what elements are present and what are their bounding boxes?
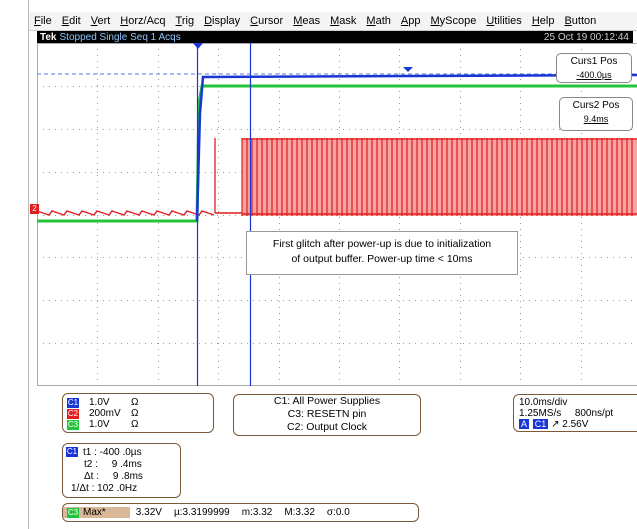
- timebase: 10.0ms/div: [519, 397, 568, 408]
- cursor2-position-box[interactable]: Curs2 Pos 9.4ms: [559, 97, 633, 131]
- menu-button[interactable]: Button: [564, 15, 597, 27]
- ground-marker-label: 2: [30, 204, 39, 214]
- scope-window: File Edit Vert Horz/Acq Trig Display Cur…: [28, 0, 637, 529]
- measurement-max: M:3.32: [284, 507, 315, 518]
- clock-trace-baseline: [37, 210, 215, 216]
- reset-trace: [37, 84, 637, 223]
- legend-line-1: C1: All Power Supplies: [273, 395, 381, 407]
- horizontal-settings-panel[interactable]: 10.0ms/div 1.25MS/s 800ns/pt A C1 ↗ 2.56…: [513, 394, 637, 432]
- cursor2-value: 9.4ms: [583, 114, 609, 124]
- measurement-stddev: σ:0.0: [326, 507, 350, 518]
- menu-myscope[interactable]: MyScope: [430, 15, 477, 27]
- trigger-row[interactable]: A C1 ↗ 2.56V: [519, 419, 637, 430]
- menu-bar: File Edit Vert Horz/Acq Trig Display Cur…: [29, 12, 637, 31]
- measurement-channel-tag: C3: [67, 507, 79, 518]
- channel-tag-c2: C2: [67, 408, 79, 419]
- trigger-channel-badge: C1: [532, 419, 549, 429]
- menu-help[interactable]: Help: [531, 15, 555, 27]
- waveform-traces: [37, 43, 637, 386]
- clock-burst-edges: [241, 138, 633, 216]
- sample-rate: 1.25MS/s: [519, 408, 562, 419]
- annotation-line-2: of output buffer. Power-up time < 10ms: [291, 253, 473, 265]
- cursor-delta-t: Δt : 9 .8ms: [84, 471, 143, 482]
- menu-meas[interactable]: Meas: [293, 15, 321, 27]
- menu-display[interactable]: Display: [204, 15, 241, 27]
- menu-app[interactable]: App: [400, 15, 421, 27]
- record-resolution: 800ns/pt: [574, 408, 614, 419]
- channel-coupling-c2: Ω: [131, 408, 139, 419]
- signal-legend-panel: C1: All Power Supplies C3: RESETN pin C2…: [233, 394, 421, 436]
- channel-row-c2[interactable]: C2 200mV Ω: [67, 408, 138, 419]
- measurement-min: m:3.32: [241, 507, 273, 518]
- cursor-t2: t2 : 9 .4ms: [84, 459, 142, 470]
- trigger-level-marker: [403, 67, 413, 72]
- channel-tag-c3: C3: [67, 419, 79, 430]
- menu-trig[interactable]: Trig: [175, 15, 195, 27]
- channel-settings-panel[interactable]: C1 1.0V Ω C2 200mV Ω C3 1.0V Ω: [62, 393, 214, 433]
- channel-row-c3[interactable]: C3 1.0V Ω: [67, 419, 138, 430]
- channel-tag-c1: C1: [67, 397, 79, 408]
- cursor-channel-tag: C1: [66, 447, 78, 457]
- sample-rate-row: 1.25MS/s 800ns/pt: [519, 408, 637, 419]
- power-supply-trace: [195, 73, 637, 222]
- cursor2-title: Curs2 Pos: [572, 100, 620, 111]
- menu-cursor[interactable]: Cursor: [250, 15, 284, 27]
- channel-coupling-c3: Ω: [131, 419, 139, 430]
- measurement-name: Max*: [83, 507, 106, 518]
- ground-level-marker[interactable]: 2: [0, 204, 40, 214]
- cursor-inverse-delta: 1/Δt : 102 .0Hz: [71, 483, 138, 494]
- channel-row-c1[interactable]: C1 1.0V Ω: [67, 397, 138, 408]
- cursor-readout-row-t1: C1 t1 : -400 .0µs: [66, 447, 142, 459]
- measurement-value: 3.32V: [135, 507, 162, 518]
- menu-edit[interactable]: Edit: [61, 15, 81, 27]
- status-bar: Tek Stopped Single Seq 1 Acqs 25 Oct 19 …: [37, 31, 633, 43]
- measurement-panel[interactable]: C3 Max* 3.32V µ:3.3199999 m:3.32 M:3.32 …: [62, 503, 419, 522]
- channel-coupling-c1: Ω: [131, 397, 139, 408]
- legend-line-2: C3: RESETN pin: [287, 408, 367, 420]
- channel-scale-c1: 1.0V: [89, 397, 110, 408]
- menu-file[interactable]: File: [34, 15, 52, 27]
- measurement-label: C3 Max*: [63, 507, 130, 518]
- cursor1-title: Curs1 Pos: [570, 56, 618, 67]
- measurement-mean: µ:3.3199999: [173, 507, 230, 518]
- waveform-display[interactable]: Curs1 Pos -400.0µs Curs2 Pos 9.4ms First…: [37, 43, 637, 386]
- annotation-note: First glitch after power-up is due to in…: [246, 231, 518, 275]
- cursor-readout-panel[interactable]: C1 t1 : -400 .0µs t2 : 9 .4ms Δt : 9 .8m…: [62, 443, 181, 498]
- menu-math[interactable]: Math: [366, 15, 391, 27]
- timestamp: 25 Oct 19 00:12:44: [543, 31, 629, 43]
- cursor1-value: -400.0µs: [576, 70, 612, 80]
- menu-mask[interactable]: Mask: [330, 15, 357, 27]
- clock-burst-fill: [242, 138, 637, 216]
- brand-logo: Tek: [40, 31, 57, 43]
- waveform-graticule: [37, 43, 637, 386]
- trigger-level: ↗ 2.56V: [551, 419, 589, 430]
- trigger-mode-badge: A: [519, 419, 530, 429]
- menu-horz-acq[interactable]: Horz/Acq: [120, 15, 166, 27]
- menu-utilities[interactable]: Utilities: [486, 15, 522, 27]
- trigger-position-marker: [193, 43, 203, 49]
- annotation-line-1: First glitch after power-up is due to in…: [272, 238, 492, 250]
- acquisition-status: Stopped Single Seq 1 Acqs: [59, 31, 181, 43]
- cursor-t1: t1 : -400 .0µs: [83, 447, 142, 458]
- legend-line-3: C2: Output Clock: [287, 421, 367, 433]
- channel-scale-c3: 1.0V: [89, 419, 110, 430]
- channel-scale-c2: 200mV: [89, 408, 121, 419]
- menu-vert[interactable]: Vert: [90, 15, 111, 27]
- cursor1-position-box[interactable]: Curs1 Pos -400.0µs: [556, 53, 632, 83]
